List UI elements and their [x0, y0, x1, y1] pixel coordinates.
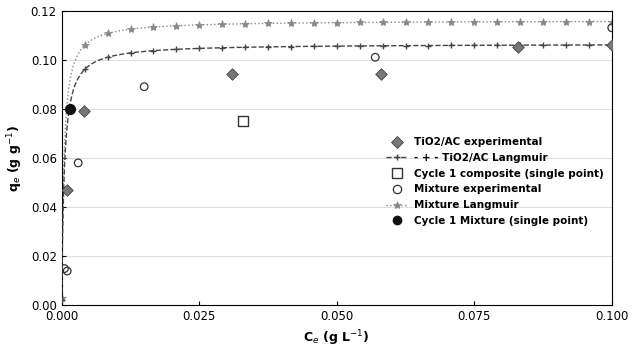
- Point: [238, 118, 249, 124]
- Point: [227, 72, 237, 77]
- Point: [370, 55, 380, 60]
- Point: [60, 266, 70, 272]
- Point: [65, 106, 75, 112]
- Point: [376, 72, 386, 77]
- Point: [607, 25, 617, 30]
- Point: [62, 187, 72, 193]
- Point: [139, 84, 149, 90]
- Point: [513, 45, 523, 50]
- Point: [73, 160, 83, 166]
- Point: [62, 268, 72, 274]
- Point: [607, 42, 617, 48]
- X-axis label: C$_e$ (g L$^{-1}$): C$_e$ (g L$^{-1}$): [304, 329, 370, 348]
- Legend: TiO2/AC experimental, - + - TiO2/AC Langmuir, Cycle 1 composite (single point), : TiO2/AC experimental, - + - TiO2/AC Lang…: [382, 134, 607, 229]
- Point: [79, 108, 89, 114]
- Y-axis label: q$_e$ (g g$^{-1}$): q$_e$ (g g$^{-1}$): [6, 124, 25, 192]
